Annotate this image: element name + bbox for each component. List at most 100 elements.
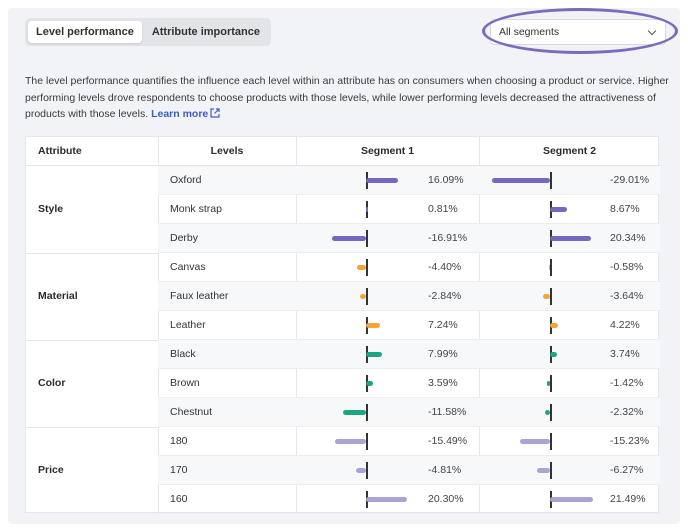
value-bar (366, 207, 368, 212)
value-label: 20.30% (428, 493, 464, 505)
external-link-icon (210, 108, 220, 118)
level-label: Leather (170, 319, 206, 331)
value-label: -6.27% (610, 464, 644, 476)
value-label: -15.23% (610, 435, 650, 447)
description-text: The level performance quantifies the inf… (25, 75, 669, 120)
table-row: Monk strap 0.81% 8.67% (158, 195, 660, 224)
description: The level performance quantifies the inf… (25, 73, 670, 123)
zero-line (550, 172, 552, 189)
level-performance-panel: Level performance Attribute importance A… (8, 8, 680, 524)
value-bar (356, 468, 366, 473)
value-bar (519, 439, 550, 444)
group-divider (26, 340, 158, 341)
level-label: 170 (170, 464, 188, 476)
level-label: Black (170, 348, 196, 360)
level-label: Chestnut (170, 406, 213, 418)
value-bar (550, 497, 593, 502)
value-label: 4.22% (610, 319, 640, 331)
zero-line (550, 433, 552, 450)
table-row: Oxford 16.09% -29.01% (158, 166, 660, 195)
value-label: -4.40% (428, 261, 462, 273)
value-bar (357, 265, 366, 270)
tab-level-performance[interactable]: Level performance (28, 21, 142, 43)
value-bar (550, 207, 568, 212)
value-label: 7.99% (428, 348, 458, 360)
zero-line (366, 230, 368, 247)
zero-line (550, 375, 552, 392)
attribute-label: Color (38, 376, 66, 389)
value-label: -16.91% (428, 232, 468, 244)
zero-line (550, 404, 552, 421)
value-bar (550, 236, 591, 241)
value-label: -15.49% (428, 435, 468, 447)
zero-line (366, 433, 368, 450)
value-label: -29.01% (610, 174, 650, 186)
zero-line (366, 404, 368, 421)
value-bar (332, 236, 366, 241)
zero-line (550, 288, 552, 305)
learn-more-label: Learn more (151, 108, 209, 120)
segment-select-value: All segments (499, 26, 560, 38)
value-bar (360, 294, 366, 299)
chevron-down-icon (647, 26, 657, 36)
level-label: Derby (170, 232, 199, 244)
value-bar (366, 352, 382, 357)
header-attribute: Attribute (38, 145, 82, 157)
header-levels: Levels (210, 145, 244, 157)
table-row: 180 -15.49% -15.23% (158, 427, 660, 456)
zero-line (550, 259, 552, 276)
value-label: 3.74% (610, 348, 640, 360)
attribute-label: Material (38, 289, 78, 302)
level-performance-table: Attribute Levels Segment 1 Segment 2 Sty… (25, 136, 660, 514)
view-tabs: Level performance Attribute importance (25, 18, 272, 46)
attribute-label: Style (38, 202, 64, 215)
value-label: -4.81% (428, 464, 462, 476)
value-label: -2.84% (428, 290, 462, 302)
table-row: 160 20.30% 21.49% (158, 485, 660, 514)
value-bar (335, 439, 366, 444)
group-divider (26, 427, 158, 428)
column-divider (158, 137, 159, 514)
value-bar (547, 381, 550, 386)
value-label: 20.34% (610, 232, 646, 244)
value-bar (542, 294, 550, 299)
value-bar (545, 410, 550, 415)
table-header: Attribute Levels Segment 1 Segment 2 (26, 137, 660, 166)
zero-line (366, 462, 368, 479)
table-row: Derby -16.91% 20.34% (158, 224, 660, 253)
attribute-label: Price (38, 463, 64, 476)
tab-attribute-importance[interactable]: Attribute importance (151, 26, 261, 38)
column-divider (479, 137, 480, 514)
value-bar (537, 468, 550, 473)
zero-line (366, 259, 368, 276)
table-row: Canvas -4.40% -0.58% (158, 253, 660, 282)
value-label: -1.42% (610, 377, 644, 389)
value-label: 21.49% (610, 493, 646, 505)
value-label: 0.81% (428, 203, 458, 215)
table-row: Faux leather -2.84% -3.64% (158, 282, 660, 311)
level-label: Oxford (170, 174, 202, 186)
value-bar (366, 178, 399, 183)
learn-more-link[interactable]: Learn more (151, 108, 220, 120)
value-bar (550, 352, 558, 357)
level-label: Monk strap (170, 203, 222, 215)
level-label: 160 (170, 493, 188, 505)
table-row: Black 7.99% 3.74% (158, 340, 660, 369)
value-label: -3.64% (610, 290, 644, 302)
value-label: 8.67% (610, 203, 640, 215)
value-label: -2.32% (610, 406, 644, 418)
header-segment-1: Segment 1 (360, 145, 415, 157)
column-divider (296, 137, 297, 514)
value-label: 7.24% (428, 319, 458, 331)
value-bar (342, 410, 366, 415)
table-row: 170 -4.81% -6.27% (158, 456, 660, 485)
table-row: Chestnut -11.58% -2.32% (158, 398, 660, 427)
table-row: Leather 7.24% 4.22% (158, 311, 660, 340)
value-bar (366, 323, 381, 328)
zero-line (366, 288, 368, 305)
value-bar (550, 323, 559, 328)
value-label: 3.59% (428, 377, 458, 389)
value-label: -0.58% (610, 261, 644, 273)
table-row: Brown 3.59% -1.42% (158, 369, 660, 398)
segment-select[interactable]: All segments (490, 19, 666, 45)
